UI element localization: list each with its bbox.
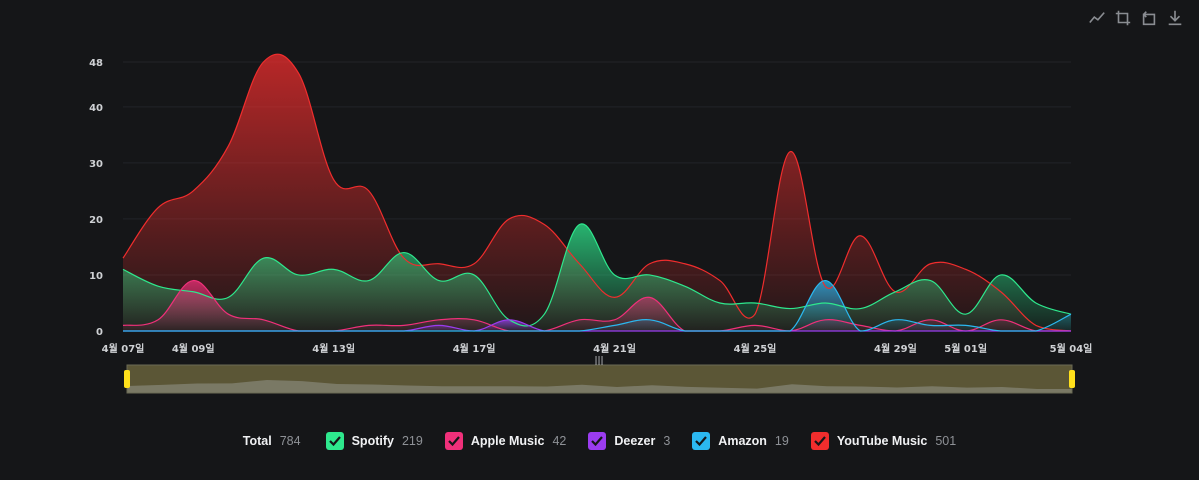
download-icon[interactable] [1165,8,1185,28]
chart-toolbox [1087,8,1185,28]
zoom-preview-area [127,380,1072,393]
series-line-youtube-music [122,53,1072,332]
series-line-amazon [123,279,1072,332]
y-tick-label: 10 [89,271,103,282]
legend-item-count: 219 [401,434,423,448]
chart-canvas: 0 10 20 30 40 48 4월 07일 4월 09일 4월 13일 4월 17일 4월 2… [89,53,1093,394]
data-zoom-slider[interactable]: ||| [124,356,1075,394]
legend-item-label: Spotify [351,434,394,448]
legend-total-value: 784 [279,434,301,448]
crop-icon[interactable] [1113,8,1133,28]
y-tick-label: 40 [89,103,103,114]
x-tick-label: 4월 13일 [312,342,355,355]
x-tick-label: 5월 01일 [944,342,987,355]
series-lines [122,53,1072,332]
legend-total-label: Total [242,434,272,448]
legend-total: Total 784 [243,434,301,448]
zoom-drag-grip: ||| [594,356,603,366]
line-chart-icon[interactable] [1087,8,1107,28]
legend-item-count: 19 [774,434,789,448]
legend-item-label: YouTube Music [836,434,928,448]
checkbox-icon[interactable] [444,432,463,450]
legend: Total 784 Spotify 219 Apple Music 42 Dee… [0,432,1199,450]
legend-item-youtube-music[interactable]: YouTube Music 501 [810,432,957,450]
legend-item-count: 3 [663,434,671,448]
y-tick-label: 48 [89,58,103,69]
x-tick-label: 5월 04일 [1050,342,1093,355]
series-area-youtube-music [123,54,1071,332]
x-tick-label: 4월 25일 [734,342,777,355]
legend-item-count: 42 [552,434,567,448]
legend-item-deezer[interactable]: Deezer 3 [588,432,670,450]
legend-item-label: Apple Music [470,434,545,448]
legend-item-amazon[interactable]: Amazon 19 [692,432,789,450]
y-tick-label: 0 [96,327,103,338]
checkbox-icon[interactable] [588,432,607,450]
legend-item-apple-music[interactable]: Apple Music 42 [444,432,567,450]
x-tick-label: 4월 21일 [593,342,636,355]
y-axis-ticks: 0 10 20 30 40 48 [89,58,103,338]
legend-item-label: Deezer [614,434,656,448]
series-area-amazon [123,280,1071,331]
legend-item-count: 501 [935,434,957,448]
legend-item-spotify[interactable]: Spotify 219 [325,432,423,450]
y-tick-label: 30 [89,159,103,170]
x-tick-label: 4월 17일 [453,342,496,355]
x-tick-label: 4월 29일 [874,342,917,355]
checkbox-icon[interactable] [692,432,711,450]
y-tick-label: 20 [89,215,103,226]
x-tick-label: 4월 09일 [172,342,215,355]
zoom-handle-right[interactable] [1069,370,1075,388]
x-axis-ticks: 4월 07일 4월 09일 4월 13일 4월 17일 4월 21일 4월 25일 4월 2… [102,342,1093,355]
series-line-spotify [122,223,1072,327]
x-tick-label: 4월 07일 [102,342,145,355]
series-areas [123,54,1071,332]
reset-icon[interactable] [1139,8,1159,28]
legend-item-label: Amazon [718,434,767,448]
series-line-apple-music [122,279,1071,332]
checkbox-icon[interactable] [810,432,829,450]
checkbox-icon[interactable] [325,432,344,450]
zoom-handle-left[interactable] [124,370,130,388]
